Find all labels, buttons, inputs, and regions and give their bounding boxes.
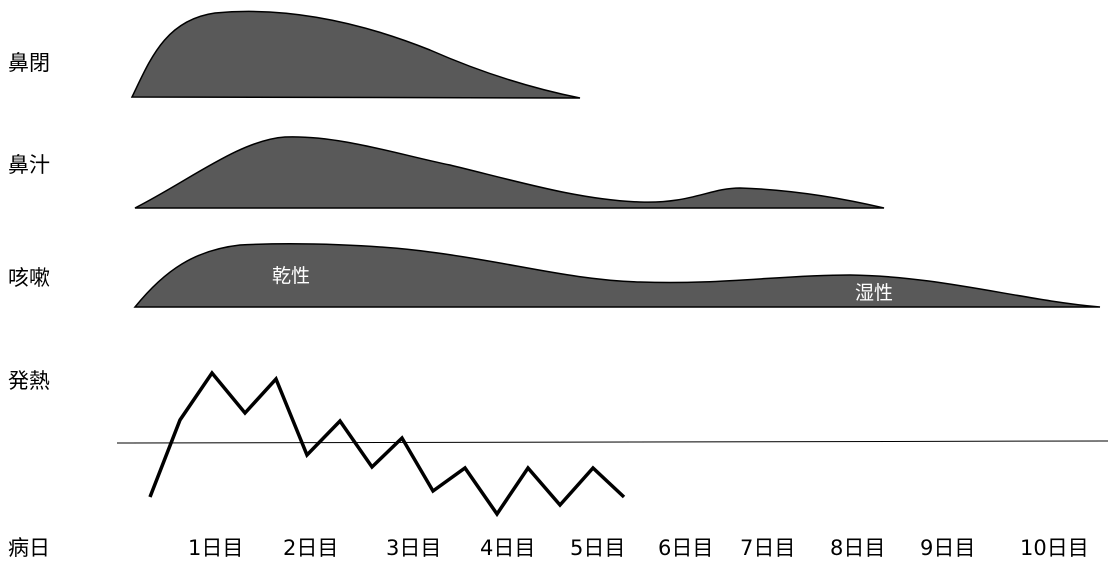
day-label-8: 8日目 <box>830 536 885 560</box>
label-nasal-congestion: 鼻閉 <box>8 51 50 75</box>
day-label-4: 4日目 <box>480 536 535 560</box>
nasal-congestion-area <box>130 10 581 99</box>
day-label-2: 2日目 <box>283 536 338 560</box>
cough-area <box>133 243 1101 308</box>
day-label-6: 6日目 <box>658 536 713 560</box>
day-label-9: 9日目 <box>920 536 975 560</box>
day-label-3: 3日目 <box>386 536 441 560</box>
rhinorrhea-area <box>134 136 885 209</box>
label-illness-day: 病日 <box>8 536 50 560</box>
fever-baseline <box>116 440 1108 444</box>
day-label-10: 10日目 <box>1020 536 1089 560</box>
fever-line <box>148 370 626 518</box>
label-fever: 発熱 <box>8 369 50 393</box>
day-label-7: 7日目 <box>740 536 795 560</box>
label-rhinorrhea: 鼻汁 <box>8 153 50 177</box>
label-cough: 咳嗽 <box>8 266 50 290</box>
day-label-5: 5日目 <box>570 536 625 560</box>
cough-dry-label: 乾性 <box>272 265 310 287</box>
cough-wet-label: 湿性 <box>855 282 893 304</box>
day-label-1: 1日目 <box>188 536 243 560</box>
